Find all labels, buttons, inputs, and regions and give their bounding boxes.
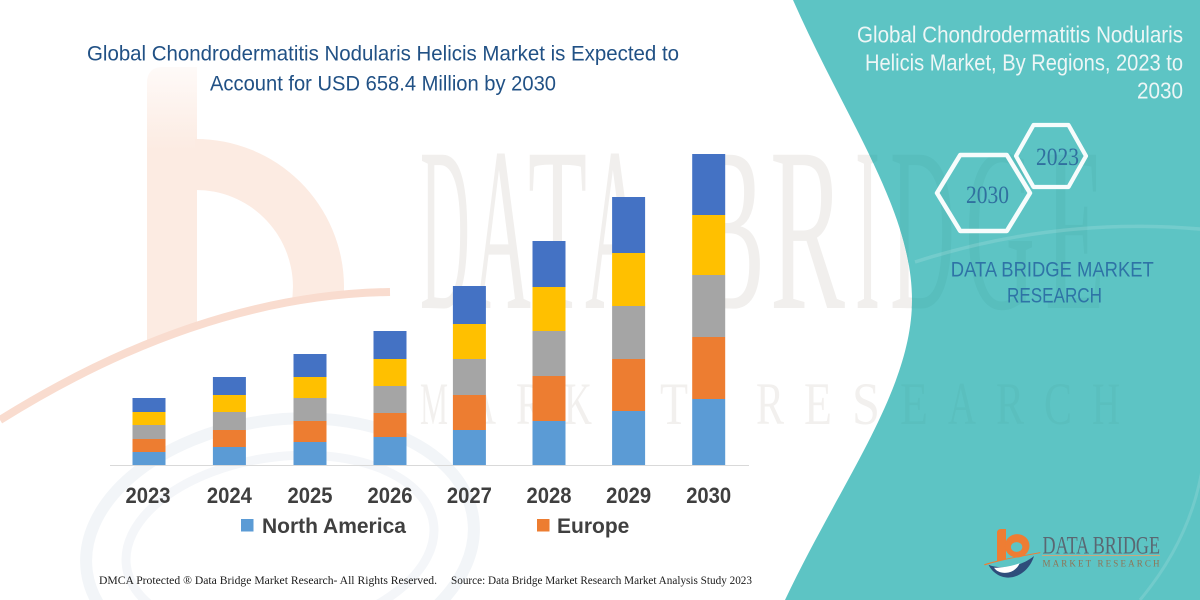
svg-text:2024: 2024 xyxy=(207,483,253,508)
svg-text:R: R xyxy=(996,371,1024,437)
svg-text:E: E xyxy=(900,371,928,437)
svg-text:DATA BRIDGE: DATA BRIDGE xyxy=(1043,532,1161,559)
svg-text:DATA BRIDGE MARKET: DATA BRIDGE MARKET xyxy=(951,257,1154,281)
svg-text:2027: 2027 xyxy=(447,483,492,508)
svg-text:C: C xyxy=(1044,371,1072,437)
svg-text:M: M xyxy=(420,371,448,437)
svg-text:E: E xyxy=(1045,99,1105,359)
svg-text:Account for USD 658.4 Million: Account for USD 658.4 Million by 2030 xyxy=(210,73,556,96)
svg-text:S: S xyxy=(852,371,880,437)
svg-text:E: E xyxy=(804,371,832,437)
svg-text:Europe: Europe xyxy=(557,515,629,538)
svg-text:Global Chondrodermatitis Nodul: Global Chondrodermatitis Nodularis xyxy=(857,22,1183,48)
svg-text:Helicis Market, By Regions, 20: Helicis Market, By Regions, 2023 to xyxy=(865,50,1183,76)
svg-text:R: R xyxy=(756,371,784,437)
svg-text:2030: 2030 xyxy=(966,182,1009,209)
svg-text:R: R xyxy=(770,99,845,359)
svg-text:MARKET RESEARCH: MARKET RESEARCH xyxy=(1043,559,1161,569)
svg-text:2030: 2030 xyxy=(686,483,731,508)
svg-text:2028: 2028 xyxy=(527,483,572,508)
svg-text:Source: Data Bridge Market Res: Source: Data Bridge Market Research Mark… xyxy=(451,573,752,587)
svg-text:North America: North America xyxy=(262,515,406,538)
svg-text:K: K xyxy=(564,371,592,437)
svg-text:2030: 2030 xyxy=(1137,78,1183,104)
svg-text:2029: 2029 xyxy=(606,483,651,508)
svg-text:2023: 2023 xyxy=(1036,144,1079,171)
svg-text:2026: 2026 xyxy=(368,483,413,508)
svg-text:2023: 2023 xyxy=(126,483,171,508)
svg-text:A: A xyxy=(948,371,976,437)
svg-text:2025: 2025 xyxy=(288,483,333,508)
svg-text:DMCA Protected ® Data Bridge M: DMCA Protected ® Data Bridge Market Rese… xyxy=(99,573,437,587)
svg-text:T: T xyxy=(660,371,688,437)
svg-text:RESEARCH: RESEARCH xyxy=(1007,283,1102,307)
svg-text:H: H xyxy=(1092,371,1120,437)
svg-text:Global Chondrodermatitis Nodul: Global Chondrodermatitis Nodularis Helic… xyxy=(87,43,679,66)
